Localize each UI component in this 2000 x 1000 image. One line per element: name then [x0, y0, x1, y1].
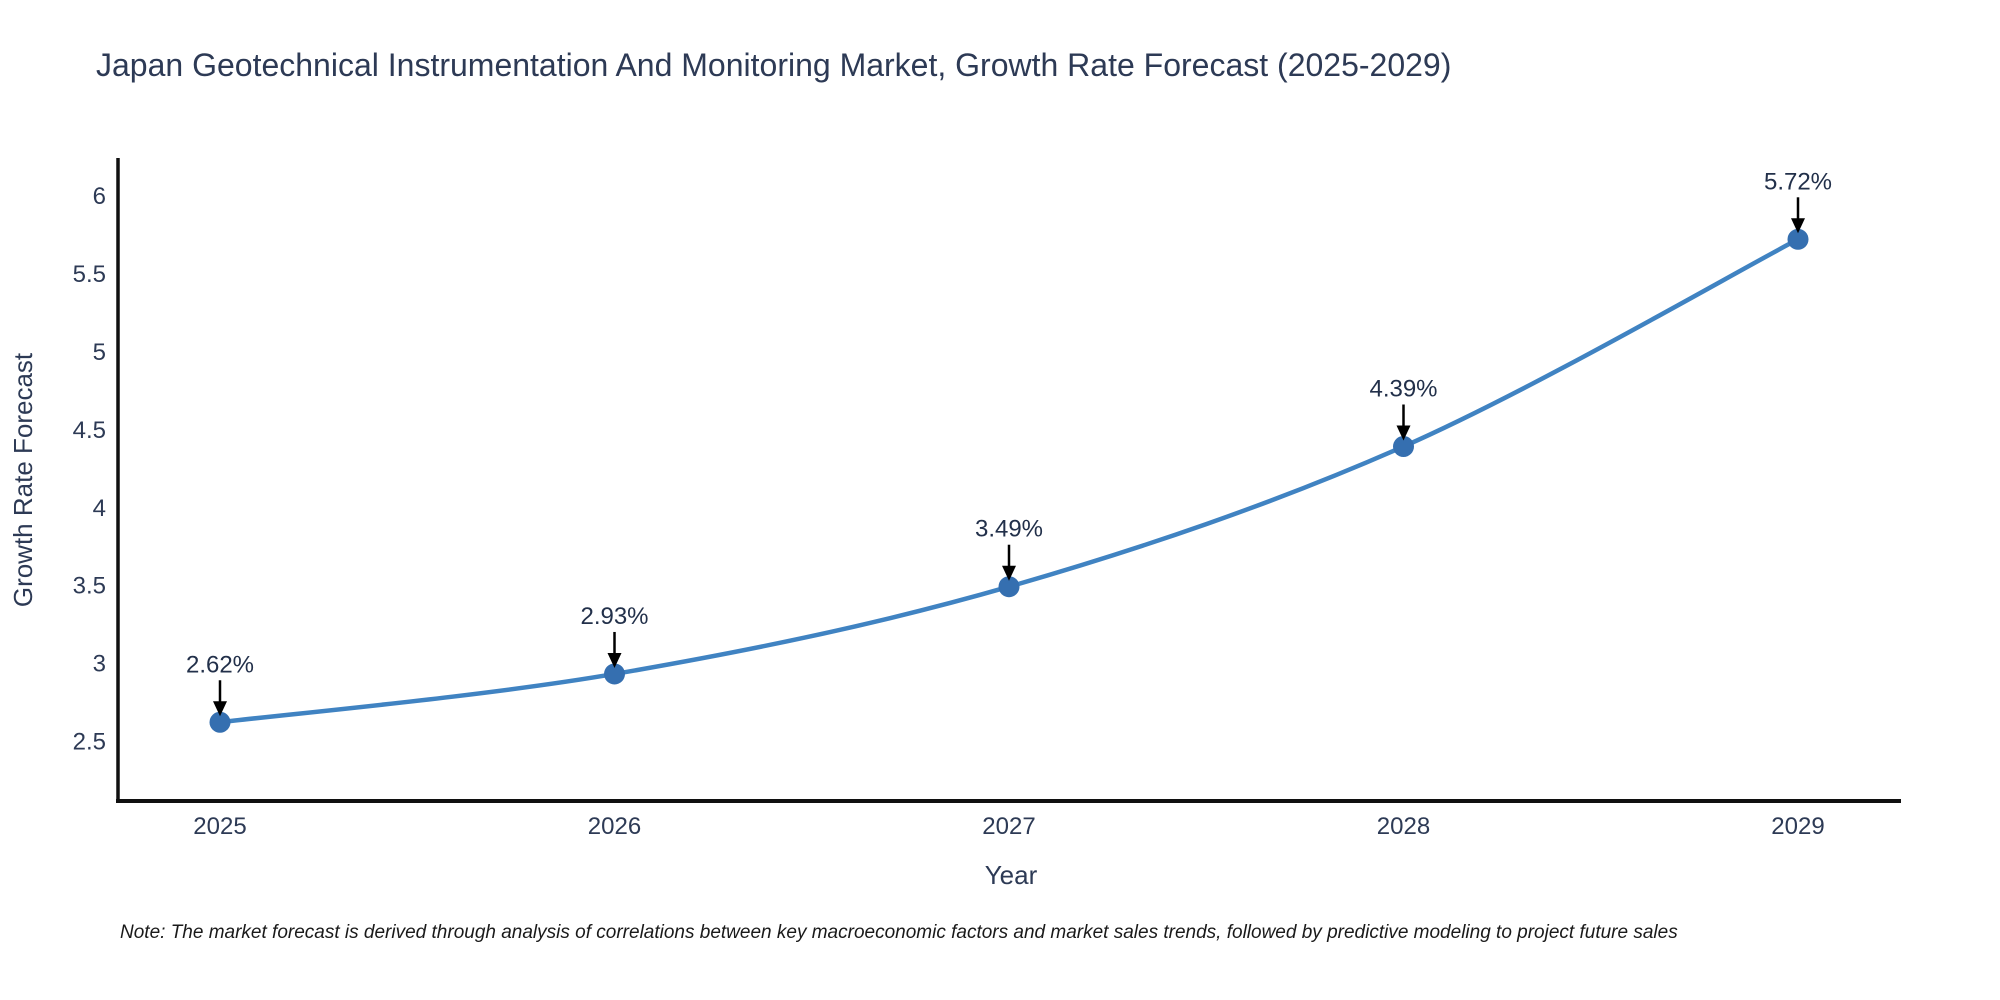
data-point-marker: [1787, 228, 1809, 250]
data-point-value-label: 5.72%: [1764, 168, 1832, 195]
series-line: [217, 237, 1801, 725]
y-tick-label: 4: [93, 495, 106, 522]
x-tick-label: 2028: [1377, 813, 1430, 840]
x-tick-label: 2027: [982, 813, 1035, 840]
data-point-marker: [1393, 436, 1414, 458]
y-tick-label: 4.5: [73, 417, 106, 444]
data-point-value-label: 2.62%: [186, 651, 254, 678]
y-tick-label: 3.5: [73, 573, 106, 600]
annotation-arrowhead-icon: [1002, 565, 1016, 581]
chart-note: Note: The market forecast is derived thr…: [120, 922, 1678, 943]
x-tick-label: 2025: [193, 813, 246, 840]
data-point-marker: [209, 711, 231, 733]
data-point-value-label: 4.39%: [1369, 376, 1437, 403]
chart-title: Japan Geotechnical Instrumentation And M…: [96, 47, 1451, 83]
annotation-arrowhead-icon: [1791, 218, 1805, 234]
annotation-arrowhead-icon: [1396, 425, 1411, 441]
data-point-value-label: 3.49%: [975, 516, 1043, 543]
data-point-marker: [998, 576, 1020, 598]
y-tick-label: 5.5: [73, 261, 106, 288]
y-tick-label: 6: [93, 183, 106, 210]
y-tick-label: 3: [93, 651, 106, 678]
x-axis-title: Year: [985, 860, 1038, 890]
data-point-marker: [604, 663, 625, 685]
x-tick-label: 2026: [588, 813, 641, 840]
y-axis-tick-labels: 2.5 3 3.5 4 4.5 5 5.5 6: [73, 183, 106, 755]
point-annotations: 2.62% 2.93% 3.49% 4.39% 5.72%: [186, 168, 1832, 717]
y-axis-title: Growth Rate Forecast: [8, 352, 38, 607]
x-axis-tick-labels: 2025 2026 2027 2028 2029: [193, 813, 1824, 840]
annotation-arrowhead-icon: [213, 701, 227, 717]
series-markers: [209, 228, 1809, 733]
data-point-value-label: 2.93%: [580, 603, 648, 630]
annotation-arrowhead-icon: [607, 652, 622, 668]
y-tick-label: 2.5: [73, 728, 106, 755]
x-tick-label: 2029: [1771, 813, 1824, 840]
y-tick-label: 5: [93, 339, 106, 366]
